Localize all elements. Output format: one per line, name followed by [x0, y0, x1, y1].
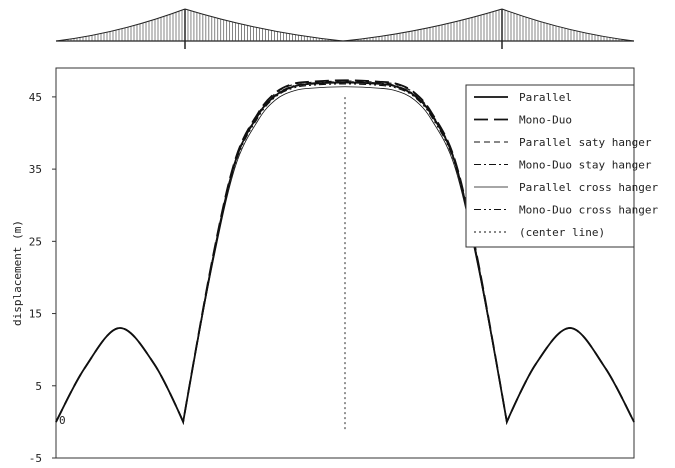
legend-box: [465, 84, 635, 248]
legend: Parallel Mono-Duo Parallel saty hanger Mono…: [465, 84, 658, 248]
y-tick-label: 15: [29, 308, 42, 321]
legend-label: Mono-Duo stay hanger: [519, 159, 652, 172]
legend-label: (center line): [519, 226, 605, 239]
bridge-cable-fan: [55, 8, 186, 42]
y-tick-label: 5: [35, 380, 42, 393]
bridge-cable-fan: [342, 8, 503, 42]
legend-label: Mono-Duo: [519, 114, 572, 127]
legend-label: Parallel saty hanger: [519, 136, 652, 149]
series-lines: [55, 79, 635, 430]
y-tick-label: 25: [29, 235, 42, 248]
bridge-elevation-diagram: [55, 8, 635, 49]
legend-label: Parallel cross hanger: [519, 181, 658, 194]
bridge-cable-fan: [184, 8, 344, 42]
bridge-cable-fan: [501, 8, 635, 42]
y-tick-label: -5: [29, 452, 42, 465]
zero-marker-label: 0: [59, 414, 66, 427]
series-line-mono-duo-cross-hanger: [55, 83, 635, 424]
y-tick-label: 45: [29, 91, 42, 104]
legend-label: Mono-Duo cross hanger: [519, 204, 658, 217]
plot-area-frame: [55, 67, 635, 459]
legend-label: Parallel: [519, 91, 572, 104]
y-tick-label: 35: [29, 163, 42, 176]
y-axis-label: displacement (m): [11, 220, 24, 326]
y-axis-ticks: 45 35 25 15 5 -5: [29, 91, 56, 465]
